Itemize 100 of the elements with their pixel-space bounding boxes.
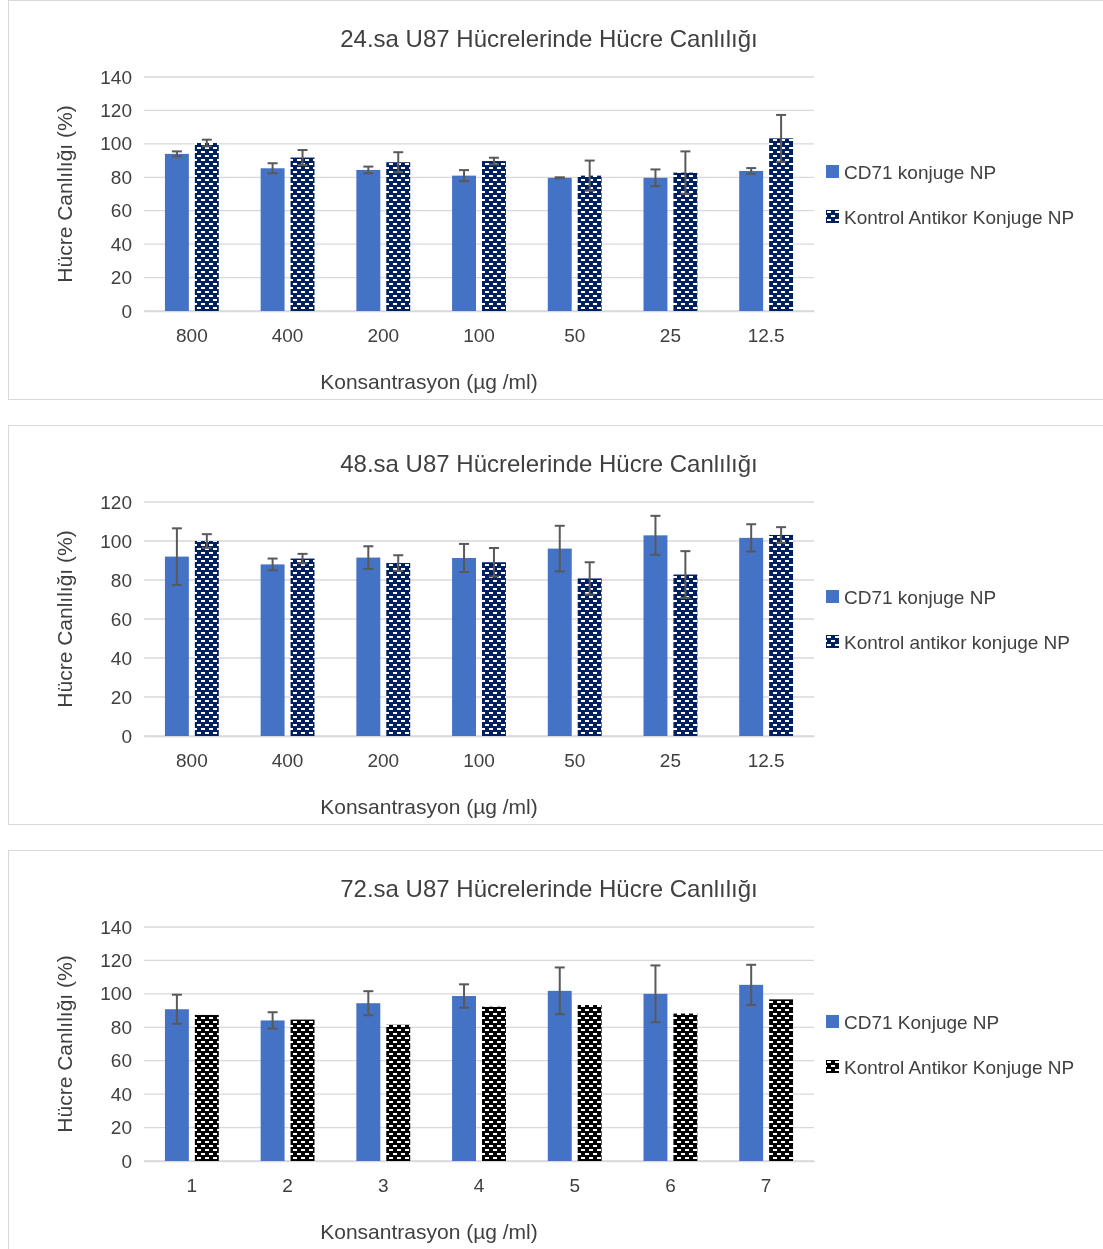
x-tick-label: 7 xyxy=(760,1175,772,1197)
bar xyxy=(577,578,602,736)
y-tick-label: 100 xyxy=(100,133,132,155)
y-tick-label: 60 xyxy=(110,200,132,222)
bar xyxy=(769,534,794,736)
y-tick-label: 80 xyxy=(110,569,132,591)
bar xyxy=(482,1006,506,1161)
x-tick-label: 12.5 xyxy=(747,325,785,347)
bar xyxy=(673,1013,698,1161)
x-tick-label: 1 xyxy=(186,1175,198,1197)
y-axis-title: Hücre Canlılığı (%) xyxy=(53,105,76,283)
y-tick-label: 40 xyxy=(110,1083,132,1105)
bar xyxy=(386,1024,411,1161)
bar xyxy=(547,548,572,736)
bar xyxy=(452,175,476,311)
legend-label: CD71 Konjuge NP xyxy=(844,1012,1000,1033)
y-tick-label: 40 xyxy=(110,647,132,669)
bar xyxy=(547,990,572,1161)
x-tick-label: 800 xyxy=(176,750,208,772)
x-tick-label: 50 xyxy=(564,750,586,772)
bar xyxy=(482,562,506,736)
y-tick-label: 0 xyxy=(121,725,132,747)
y-tick-label: 80 xyxy=(110,166,132,188)
x-tick-label: 3 xyxy=(378,1175,389,1197)
y-tick-label: 20 xyxy=(110,1117,132,1139)
x-tick-label: 400 xyxy=(271,750,304,772)
bar xyxy=(643,177,668,311)
x-tick-label: 25 xyxy=(659,325,681,347)
y-tick-label: 0 xyxy=(121,300,132,322)
bar xyxy=(194,143,219,311)
bar xyxy=(577,175,602,311)
bar xyxy=(739,984,764,1161)
x-tick-label: 5 xyxy=(569,1175,580,1197)
bar xyxy=(386,563,411,736)
bar xyxy=(290,558,315,736)
bar xyxy=(482,161,506,311)
chart-title: 72.sa U87 Hücrelerinde Hücre Canlılığı xyxy=(340,875,758,902)
bar xyxy=(739,537,764,736)
bar xyxy=(452,996,476,1161)
x-tick-label: 2 xyxy=(282,1175,293,1197)
y-tick-label: 20 xyxy=(110,686,132,708)
y-axis-title: Hücre Canlılığı (%) xyxy=(53,530,76,708)
bar xyxy=(739,170,764,311)
chart-title: 24.sa U87 Hücrelerinde Hücre Canlılığı xyxy=(340,25,758,52)
chart-title: 48.sa U87 Hücrelerinde Hücre Canlılığı xyxy=(340,450,758,477)
bar xyxy=(643,535,668,736)
bar xyxy=(164,153,189,311)
bar xyxy=(290,157,315,311)
legend-label: Kontrol Antikor Konjuge NP xyxy=(844,207,1075,228)
y-tick-label: 140 xyxy=(100,916,132,938)
bar xyxy=(452,557,476,736)
y-tick-label: 140 xyxy=(100,66,132,88)
legend-label: Kontrol Antikor Konjuge NP xyxy=(844,1057,1075,1078)
y-tick-label: 60 xyxy=(110,1050,132,1072)
y-tick-label: 100 xyxy=(100,530,132,552)
x-tick-label: 6 xyxy=(665,1175,676,1197)
legend-label: Kontrol antikor konjuge NP xyxy=(844,632,1071,653)
bar xyxy=(164,1009,189,1161)
x-tick-label: 25 xyxy=(659,750,681,772)
y-tick-label: 120 xyxy=(100,491,132,513)
y-axis-title: Hücre Canlılığı (%) xyxy=(53,955,76,1133)
y-tick-label: 80 xyxy=(110,1016,132,1038)
bar xyxy=(643,993,668,1161)
bar xyxy=(673,172,698,311)
x-tick-label: 200 xyxy=(367,750,400,772)
legend-label: CD71 konjuge NP xyxy=(844,162,997,183)
x-tick-label: 200 xyxy=(367,325,400,347)
x-axis-title: Konsantrasyon (µg /ml) xyxy=(320,1220,538,1243)
x-tick-label: 800 xyxy=(176,325,208,347)
x-tick-label: 4 xyxy=(473,1175,485,1197)
bar xyxy=(769,138,794,311)
bar xyxy=(290,1019,315,1161)
x-tick-label: 12.5 xyxy=(747,750,785,772)
y-tick-label: 120 xyxy=(100,100,132,122)
bar xyxy=(673,574,698,736)
y-tick-label: 40 xyxy=(110,233,132,255)
x-axis-title: Konsantrasyon (µg /ml) xyxy=(320,370,538,393)
bar xyxy=(260,168,285,311)
bar xyxy=(356,1003,381,1161)
bar xyxy=(356,557,381,736)
bar xyxy=(194,541,219,736)
legend-label: CD71 konjuge NP xyxy=(844,587,997,608)
bar xyxy=(356,169,381,311)
bar xyxy=(547,177,572,311)
x-axis-title: Konsantrasyon (µg /ml) xyxy=(320,795,538,818)
bar xyxy=(164,556,189,736)
bar xyxy=(260,564,285,736)
y-tick-label: 20 xyxy=(110,267,132,289)
x-tick-label: 50 xyxy=(564,325,586,347)
bar xyxy=(386,162,411,311)
y-tick-label: 60 xyxy=(110,608,132,630)
bar xyxy=(260,1020,285,1161)
x-tick-label: 100 xyxy=(463,325,495,347)
y-tick-label: 120 xyxy=(100,950,132,972)
y-tick-label: 100 xyxy=(100,983,132,1005)
bar xyxy=(577,1005,602,1161)
y-tick-label: 0 xyxy=(121,1150,132,1172)
bar xyxy=(194,1014,219,1161)
x-tick-label: 100 xyxy=(463,750,495,772)
x-tick-label: 400 xyxy=(271,325,304,347)
